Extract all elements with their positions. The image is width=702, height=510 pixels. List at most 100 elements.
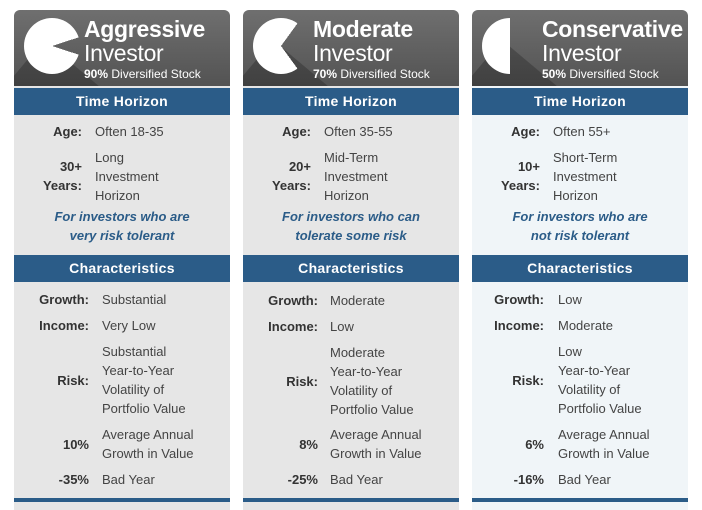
age-label: Age: bbox=[53, 124, 82, 139]
pie-chart-icon bbox=[24, 18, 80, 74]
section-characteristics: Characteristics bbox=[472, 255, 688, 282]
years-number: 30+ bbox=[59, 159, 82, 174]
avg-growth-line: Growth in Value bbox=[102, 446, 194, 461]
risk-tolerance-note: For investors who can bbox=[282, 209, 420, 224]
horizon-line: Long bbox=[95, 150, 124, 165]
growth-label: Growth: bbox=[268, 293, 318, 308]
growth-value: Low bbox=[558, 292, 582, 307]
card-header: Conservative Investor 50% Diversified St… bbox=[472, 10, 688, 86]
card-subtitle: Investor bbox=[84, 40, 164, 66]
investor-card-conservative: Conservative Investor 50% Diversified St… bbox=[472, 10, 688, 510]
bottom-band bbox=[243, 498, 459, 502]
risk-line: Volatility of bbox=[330, 383, 393, 398]
risk-line: Year-to-Year bbox=[558, 363, 631, 378]
horizon-line: Horizon bbox=[324, 188, 369, 203]
section-characteristics: Characteristics bbox=[14, 255, 230, 282]
section-time-horizon: Time Horizon bbox=[472, 88, 688, 115]
card-title: Conservative bbox=[542, 16, 683, 42]
risk-line: Portfolio Value bbox=[558, 401, 642, 416]
stock-allocation: 70% Diversified Stock bbox=[313, 67, 430, 81]
growth-label: Growth: bbox=[494, 292, 544, 307]
stock-percent: 70% bbox=[313, 67, 338, 81]
avg-growth-line: Average Annual bbox=[558, 427, 650, 442]
horizon-line: Horizon bbox=[95, 188, 140, 203]
avg-growth-line: Average Annual bbox=[330, 427, 422, 442]
bottom-band bbox=[472, 498, 688, 502]
card-subtitle: Investor bbox=[313, 40, 393, 66]
stock-allocation: 90% Diversified Stock bbox=[84, 67, 201, 81]
years-number: 10+ bbox=[517, 159, 540, 174]
bad-year-number: -35% bbox=[58, 472, 89, 487]
horizon-line: Investment bbox=[553, 169, 617, 184]
stock-label: Diversified Stock bbox=[340, 67, 430, 81]
section-time-horizon: Time Horizon bbox=[243, 88, 459, 115]
bottom-band bbox=[14, 498, 230, 502]
risk-line: Portfolio Value bbox=[330, 402, 414, 417]
risk-line: Year-to-Year bbox=[330, 364, 403, 379]
risk-line: Volatility of bbox=[102, 382, 165, 397]
age-value: Often 18-35 bbox=[95, 124, 164, 139]
card-title: Aggressive bbox=[84, 16, 206, 42]
income-label: Income: bbox=[268, 319, 318, 334]
risk-label: Risk: bbox=[286, 374, 318, 389]
bad-year-label: Bad Year bbox=[102, 472, 155, 487]
stock-allocation: 50% Diversified Stock bbox=[542, 67, 659, 81]
risk-tolerance-note: For investors who are bbox=[54, 209, 190, 224]
stock-percent: 90% bbox=[84, 67, 109, 81]
stock-label: Diversified Stock bbox=[111, 67, 201, 81]
income-label: Income: bbox=[494, 318, 544, 333]
years-label: Years: bbox=[500, 178, 540, 193]
income-value: Moderate bbox=[558, 318, 613, 333]
avg-growth-line: Growth in Value bbox=[330, 446, 422, 461]
risk-tolerance-note: tolerate some risk bbox=[295, 228, 407, 243]
risk-line: Low bbox=[558, 344, 582, 359]
income-label: Income: bbox=[39, 318, 89, 333]
age-value: Often 35-55 bbox=[324, 124, 393, 139]
risk-label: Risk: bbox=[512, 373, 544, 388]
bad-year-label: Bad Year bbox=[558, 472, 611, 487]
avg-growth-number: 10% bbox=[62, 437, 89, 452]
investor-card-aggressive: Aggressive Investor 90% Diversified Stoc… bbox=[14, 10, 230, 510]
avg-growth-line: Average Annual bbox=[102, 427, 194, 442]
years-number: 20+ bbox=[288, 159, 311, 174]
section-characteristics: Characteristics bbox=[243, 255, 459, 282]
horizon-line: Investment bbox=[95, 169, 159, 184]
horizon-line: Mid-Term bbox=[324, 150, 379, 165]
age-value: Often 55+ bbox=[553, 124, 611, 139]
bad-year-number: -16% bbox=[513, 472, 544, 487]
bad-year-label: Bad Year bbox=[330, 472, 383, 487]
risk-tolerance-note: not risk tolerant bbox=[530, 228, 630, 243]
age-label: Age: bbox=[511, 124, 540, 139]
card-title: Moderate bbox=[313, 16, 413, 42]
card-header: Aggressive Investor 90% Diversified Stoc… bbox=[14, 10, 230, 86]
years-label: Years: bbox=[42, 178, 82, 193]
horizon-line: Investment bbox=[324, 169, 388, 184]
growth-value: Moderate bbox=[330, 293, 385, 308]
bad-year-number: -25% bbox=[287, 472, 318, 487]
card-subtitle: Investor bbox=[542, 40, 622, 66]
income-value: Low bbox=[330, 319, 354, 334]
section-time-horizon: Time Horizon bbox=[14, 88, 230, 115]
horizon-line: Short-Term bbox=[553, 150, 618, 165]
avg-growth-number: 8% bbox=[299, 437, 318, 452]
risk-line: Year-to-Year bbox=[102, 363, 175, 378]
stock-percent: 50% bbox=[542, 67, 567, 81]
risk-line: Portfolio Value bbox=[102, 401, 186, 416]
risk-tolerance-note: For investors who are bbox=[512, 209, 648, 224]
avg-growth-line: Growth in Value bbox=[558, 446, 650, 461]
risk-tolerance-note: very risk tolerant bbox=[69, 228, 175, 243]
growth-label: Growth: bbox=[39, 292, 89, 307]
risk-line: Volatility of bbox=[558, 382, 621, 397]
risk-label: Risk: bbox=[57, 373, 89, 388]
risk-line: Moderate bbox=[330, 345, 385, 360]
card-header: Moderate Investor 70% Diversified Stock bbox=[243, 10, 459, 86]
years-label: Years: bbox=[271, 178, 311, 193]
horizon-line: Horizon bbox=[553, 188, 598, 203]
income-value: Very Low bbox=[102, 318, 156, 333]
investor-card-moderate: Moderate Investor 70% Diversified Stock … bbox=[243, 10, 459, 510]
risk-line: Substantial bbox=[102, 344, 167, 359]
stock-label: Diversified Stock bbox=[569, 67, 659, 81]
avg-growth-number: 6% bbox=[525, 437, 544, 452]
pie-chart-icon bbox=[253, 18, 309, 74]
pie-chart-icon bbox=[482, 18, 538, 74]
